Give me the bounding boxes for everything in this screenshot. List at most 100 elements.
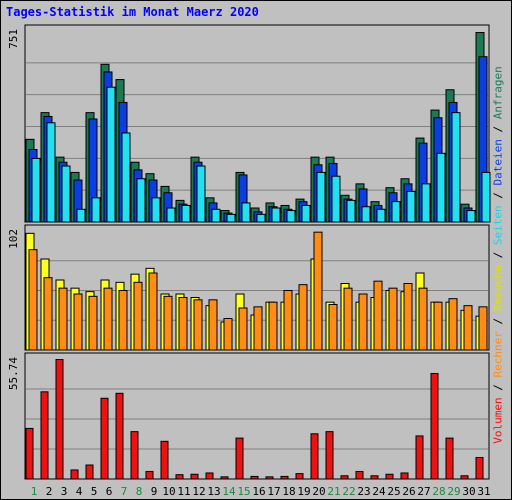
bar-seiten-day-27 (421, 183, 431, 223)
bar-rechner-day-9 (148, 272, 158, 351)
x-tick-label: 16 (252, 485, 265, 498)
bar-rechner-day-27 (418, 287, 428, 351)
bar-seiten-day-7 (121, 132, 131, 223)
bar-volumen-day-23 (355, 470, 364, 480)
bar-seiten-day-2 (46, 122, 56, 223)
legend-sep: / (491, 245, 505, 265)
bar-seiten-day-17 (271, 207, 281, 223)
bar-rechner-day-6 (103, 287, 113, 351)
x-tick-label: 10 (162, 485, 175, 498)
x-tick-label: 31 (477, 485, 490, 498)
bar-seiten-day-11 (181, 204, 191, 223)
bar-seiten-day-28 (436, 152, 446, 223)
bar-rechner-day-30 (463, 305, 473, 351)
bar-seiten-day-20 (316, 171, 326, 223)
bar-volumen-day-9 (145, 470, 154, 480)
bar-seiten-day-29 (451, 112, 461, 223)
chart-title: Tages-Statistik im Monat Maerz 2020 (6, 5, 259, 19)
x-tick-label: 13 (207, 485, 220, 498)
bar-seiten-day-31 (481, 171, 491, 223)
bar-volumen-day-31 (475, 456, 484, 480)
bar-seiten-day-22 (346, 199, 356, 223)
x-tick-label: 14 (222, 485, 236, 498)
bar-volumen-day-13 (205, 472, 214, 480)
bar-rechner-day-13 (208, 299, 218, 351)
bar-rechner-day-16 (253, 306, 263, 351)
x-tick-label: 30 (462, 485, 475, 498)
bar-rechner-day-29 (448, 298, 458, 351)
bar-seiten-day-15 (241, 202, 251, 223)
bar-volumen-day-25 (385, 473, 394, 480)
bar-volumen-day-12 (190, 473, 199, 480)
x-tick-label: 21 (327, 485, 340, 498)
bar-volumen-day-6 (100, 397, 109, 480)
y-max-label-middle: 102 (7, 229, 20, 249)
bar-volumen-day-1 (25, 427, 34, 480)
x-tick-label: 29 (447, 485, 460, 498)
bar-rechner-day-23 (358, 293, 368, 351)
x-tick-label: 9 (151, 485, 158, 498)
bar-volumen-day-21 (325, 431, 334, 480)
bar-rechner-day-19 (298, 284, 308, 351)
bar-rechner-day-7 (118, 290, 128, 351)
bar-rechner-day-22 (343, 287, 353, 351)
y-max-label-bottom: 55.74 (7, 357, 20, 390)
x-tick-label: 20 (312, 485, 325, 498)
bar-volumen-day-26 (400, 472, 409, 480)
x-tick-label: 23 (357, 485, 370, 498)
x-tick-label: 28 (432, 485, 445, 498)
bar-rechner-day-3 (58, 287, 68, 351)
legend-sep: / (491, 377, 505, 398)
bar-seiten-day-10 (166, 207, 176, 223)
x-tick-label: 15 (237, 485, 250, 498)
bar-rechner-day-31 (478, 306, 488, 351)
bar-volumen-day-22 (340, 475, 349, 480)
bar-seiten-day-6 (106, 86, 116, 223)
x-tick-label: 26 (402, 485, 415, 498)
bar-volumen-day-20 (310, 433, 319, 480)
bar-seiten-day-9 (151, 197, 161, 223)
legend-seiten: Seiten (491, 205, 505, 246)
bar-rechner-day-2 (43, 277, 53, 351)
bar-volumen-day-27 (415, 435, 424, 480)
x-tick-label: 18 (282, 485, 295, 498)
bar-volumen-day-24 (370, 475, 379, 480)
series-legend: Volumen / Rechner / Besuche / Seiten / D… (485, 25, 511, 485)
bar-rechner-day-28 (433, 301, 443, 351)
x-tick-label: 5 (91, 485, 98, 498)
bar-rechner-day-15 (238, 307, 248, 351)
bar-rechner-day-25 (388, 287, 398, 351)
x-tick-label: 27 (417, 485, 430, 498)
bar-volumen-day-3 (55, 359, 64, 480)
legend-rechner: Rechner (491, 331, 505, 378)
bar-volumen-day-15 (235, 437, 244, 480)
x-tick-label: 1 (31, 485, 38, 498)
bar-seiten-day-19 (301, 204, 311, 223)
bar-seiten-day-25 (391, 201, 401, 223)
x-tick-label: 8 (136, 485, 143, 498)
bar-seiten-day-14 (226, 213, 236, 223)
bar-volumen-day-5 (85, 464, 94, 480)
x-tick-label: 24 (372, 485, 386, 498)
x-tick-label: 11 (177, 485, 190, 498)
bar-rechner-day-14 (223, 318, 233, 351)
x-tick-label: 25 (387, 485, 400, 498)
legend-sep: / (491, 119, 505, 140)
bar-rechner-day-10 (163, 295, 173, 351)
x-tick-label: 19 (297, 485, 310, 498)
bar-seiten-day-24 (376, 208, 386, 223)
bar-seiten-day-8 (136, 178, 146, 223)
bar-volumen-day-11 (175, 474, 184, 480)
bar-seiten-day-21 (331, 175, 341, 223)
x-tick-label: 7 (121, 485, 128, 498)
bar-rechner-day-21 (328, 304, 338, 351)
bar-volumen-day-7 (115, 392, 124, 480)
x-tick-label: 22 (342, 485, 355, 498)
bar-volumen-day-19 (295, 473, 304, 480)
x-tick-label: 12 (192, 485, 205, 498)
bar-rechner-day-11 (178, 297, 188, 351)
x-tick-label: 17 (267, 485, 280, 498)
bar-rechner-day-17 (268, 301, 278, 351)
bar-rechner-day-18 (283, 290, 293, 351)
